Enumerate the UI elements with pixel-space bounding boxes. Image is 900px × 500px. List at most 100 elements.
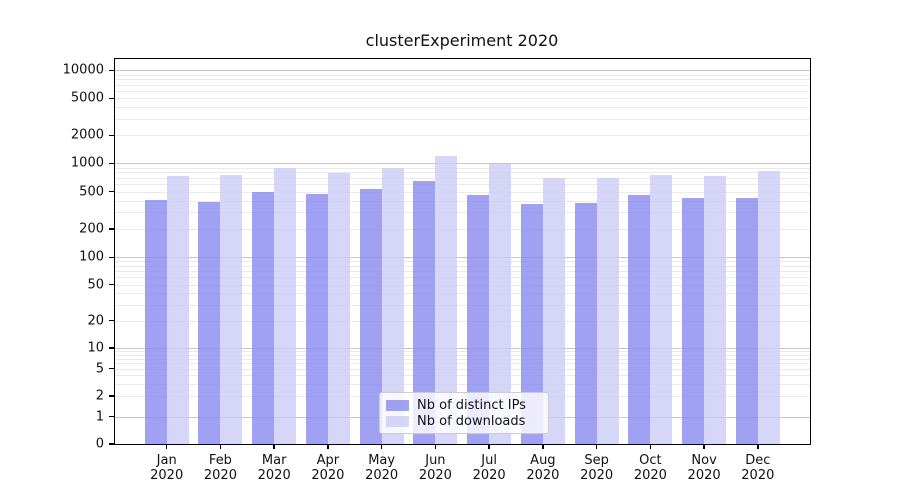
gridline-minor (114, 284, 810, 286)
y-tick-label: 0 (95, 436, 104, 452)
bar-nb-of-downloads (381, 168, 404, 444)
legend-item-distinct-ips: Nb of distinct IPs (386, 398, 540, 414)
x-tick-label: Feb 2020 (188, 453, 252, 483)
gridline-minor (114, 98, 810, 100)
x-tick (488, 444, 490, 449)
bar-nb-of-downloads (489, 164, 512, 444)
gridline-minor (114, 266, 810, 268)
x-tick-year: 2020 (203, 468, 237, 483)
gridline-minor (114, 261, 810, 263)
gridline-minor (114, 354, 810, 356)
x-tick-month: Mar (261, 453, 287, 468)
bar-nb-of-distinct-ips (198, 201, 221, 444)
legend: Nb of distinct IPs Nb of downloads (379, 392, 549, 434)
gridline-minor (114, 84, 810, 86)
x-tick-label: Dec 2020 (726, 453, 790, 483)
x-tick-label: Jul 2020 (457, 453, 521, 483)
gridline-major (114, 70, 810, 72)
legend-label-downloads: Nb of downloads (417, 413, 526, 429)
bar-nb-of-distinct-ips (467, 194, 490, 444)
gridline-minor (114, 358, 810, 360)
x-tick-year: 2020 (150, 468, 184, 483)
gridline-minor (114, 277, 810, 279)
x-tick-label: May 2020 (350, 453, 414, 483)
x-tick-label: Oct 2020 (618, 453, 682, 483)
bar-nb-of-distinct-ips (413, 181, 436, 444)
x-tick-label: Aug 2020 (511, 453, 575, 483)
x-tick (327, 444, 329, 449)
x-tick-year: 2020 (687, 468, 721, 483)
gridline-minor (114, 177, 810, 179)
x-tick-month: May (368, 453, 396, 468)
x-tick (219, 444, 222, 449)
x-tick (542, 444, 544, 449)
gridline-minor (114, 368, 810, 370)
bar-nb-of-downloads (274, 168, 297, 444)
bar-nb-of-downloads (596, 178, 619, 444)
x-tick-year: 2020 (526, 468, 560, 483)
gridline-minor (114, 363, 810, 365)
gridline-major (114, 163, 810, 165)
y-tick-label: 100 (79, 249, 104, 265)
y-tick-label: 1000 (70, 155, 104, 171)
gridline-minor (114, 351, 810, 353)
gridline-minor (114, 74, 810, 76)
x-tick (703, 444, 705, 449)
gridline-minor (114, 135, 810, 137)
bar-nb-of-downloads (327, 173, 350, 444)
bar-nb-of-downloads (220, 175, 243, 444)
x-tick (757, 444, 759, 449)
x-tick-label: Jun 2020 (403, 453, 467, 483)
chart-title: clusterExperiment 2020 (365, 31, 559, 50)
y-tick (109, 162, 114, 164)
legend-swatch-distinct-ips (386, 400, 409, 412)
gridline-minor (114, 320, 810, 322)
gridline-major (114, 257, 810, 259)
bar-nb-of-distinct-ips (682, 197, 705, 444)
y-tick (109, 319, 114, 322)
x-tick-year: 2020 (580, 468, 614, 483)
x-tick-year: 2020 (741, 468, 775, 483)
bar-nb-of-distinct-ips (628, 194, 651, 444)
y-tick-label: 10000 (62, 62, 104, 78)
x-tick-month: Dec (745, 453, 771, 468)
y-tick (109, 97, 114, 99)
bar-nb-of-distinct-ips (735, 197, 758, 444)
bar-nb-of-downloads (166, 176, 189, 444)
gridline-minor (114, 191, 810, 193)
bar-nb-of-distinct-ips (252, 191, 275, 444)
bar-nb-of-distinct-ips (305, 193, 328, 444)
x-tick (273, 444, 275, 449)
y-tick-label: 50 (87, 277, 104, 293)
x-tick-year: 2020 (472, 468, 506, 483)
y-tick (109, 134, 114, 136)
bar-nb-of-downloads (542, 177, 565, 444)
x-tick-label: Nov 2020 (672, 453, 736, 483)
bar-nb-of-downloads (435, 156, 458, 444)
y-tick (109, 395, 114, 397)
x-tick-year: 2020 (633, 468, 667, 483)
x-tick-month: Apr (316, 453, 340, 468)
gridline-minor (114, 184, 810, 186)
y-tick-label: 20 (87, 313, 104, 329)
gridline-minor (114, 383, 810, 385)
bar-nb-of-downloads (704, 176, 727, 444)
y-tick (109, 228, 114, 230)
legend-label-distinct-ips: Nb of distinct IPs (417, 398, 526, 414)
y-tick-label: 200 (79, 221, 104, 237)
y-tick (109, 443, 114, 445)
y-tick-label: 2 (95, 388, 104, 404)
x-tick-label: Apr 2020 (296, 453, 360, 483)
x-tick-year: 2020 (365, 468, 399, 483)
y-tick-label: 500 (79, 184, 104, 200)
bar-nb-of-downloads (650, 174, 673, 444)
x-tick (595, 444, 598, 449)
y-tick (109, 190, 114, 193)
gridline-minor (114, 293, 810, 295)
x-tick (380, 444, 383, 449)
x-tick (166, 444, 168, 449)
x-tick (434, 444, 437, 449)
x-tick-year: 2020 (311, 468, 345, 483)
gridline-minor (114, 271, 810, 273)
